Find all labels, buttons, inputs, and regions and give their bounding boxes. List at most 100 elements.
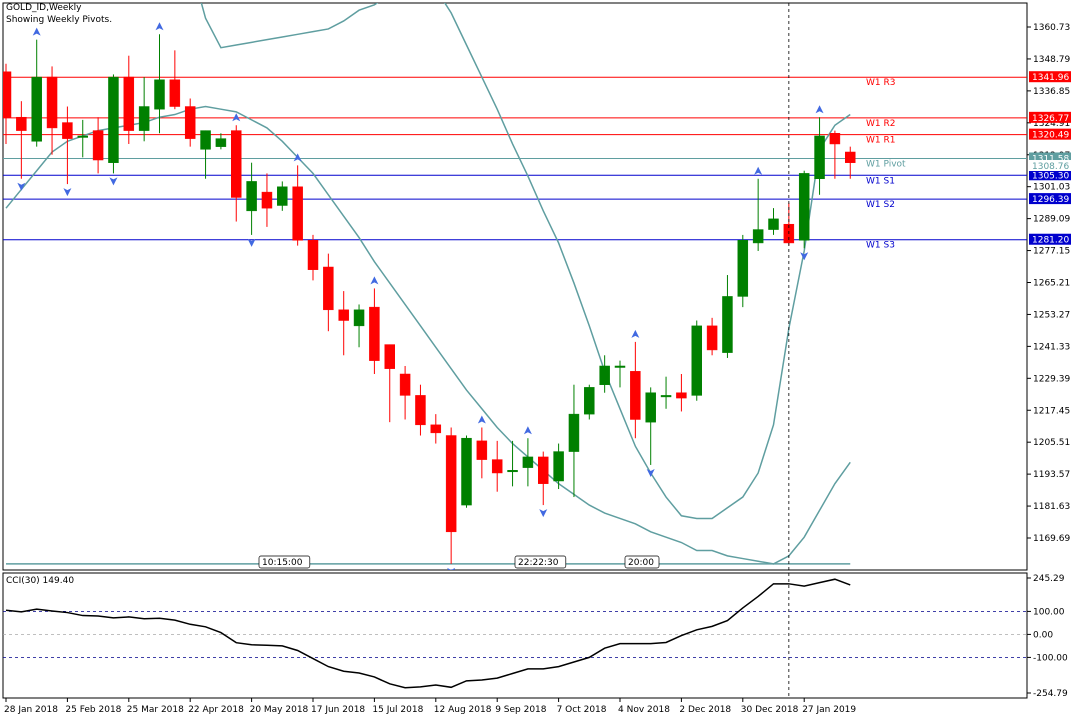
candle-body <box>568 413 580 452</box>
y-tick-label: 1217.45 <box>1033 406 1070 416</box>
fractal-down-arrow <box>63 188 72 197</box>
fractal-down-arrow <box>800 252 809 261</box>
pivot-label: W1 S1 <box>866 176 895 186</box>
cci-tick-label: -100.00 <box>1033 653 1068 663</box>
candle-body <box>184 106 196 139</box>
price-tag-label: 1296.39 <box>1032 195 1069 205</box>
y-tick-label: 1193.57 <box>1033 470 1070 480</box>
candle-body <box>62 122 73 139</box>
fractal-down-arrow <box>539 509 548 518</box>
price-tag-label: 1341.96 <box>1032 73 1069 83</box>
y-tick-label: 1265.21 <box>1033 279 1070 289</box>
x-tick-label: 20 May 2018 <box>250 705 309 715</box>
indicator-label: CCI(30) 149.40 <box>6 576 75 586</box>
time-marker-label: 22:22:30 <box>518 558 559 568</box>
y-tick-label: 1289.09 <box>1033 215 1070 225</box>
candle-body <box>246 181 257 212</box>
price-tag-label: 1308.76 <box>1032 162 1069 172</box>
fractal-up-arrow <box>370 276 379 285</box>
chart-subtitle: Showing Weekly Pivots. <box>6 15 113 25</box>
price-tag-box <box>1029 128 1071 140</box>
x-tick-label: 30 Dec 2018 <box>741 705 799 715</box>
y-tick-label: 1348.79 <box>1033 55 1070 65</box>
candle-body <box>307 240 319 270</box>
cci-tick-label: -254.79 <box>1033 689 1068 699</box>
candle-body <box>108 76 119 163</box>
x-tick-label: 28 Jan 2018 <box>4 705 58 715</box>
pivot-label: W1 S3 <box>866 241 895 251</box>
price-tag-box <box>1029 160 1071 172</box>
candle-body <box>31 76 42 142</box>
candle-body <box>630 371 641 420</box>
candle-body <box>92 130 104 161</box>
candle-body <box>476 440 488 460</box>
cci-tick-label: 0.00 <box>1033 630 1053 640</box>
candle-body <box>169 79 181 107</box>
candle-body <box>553 451 564 482</box>
candle-body <box>706 325 718 351</box>
candle-body <box>323 266 334 311</box>
cci-tick-label: 100.00 <box>1033 607 1065 617</box>
fractal-down-arrow <box>109 177 118 186</box>
pivot-label: W1 Pivot <box>866 159 906 169</box>
x-tick-label: 2 Dec 2018 <box>679 705 731 715</box>
chart-symbol-title: GOLD_ID,Weekly <box>6 3 82 13</box>
main-plot-frame <box>2 2 1028 571</box>
y-tick-label: 1169.69 <box>1033 534 1070 544</box>
candle-body <box>814 135 825 179</box>
candle-body <box>77 135 88 138</box>
price-tag-label: 1305.30 <box>1032 171 1069 181</box>
candle-body <box>538 456 549 484</box>
candle-body <box>154 79 165 110</box>
time-marker-box <box>258 555 311 569</box>
y-tick-label: 1277.15 <box>1033 247 1070 257</box>
price-tag-box <box>1029 152 1071 164</box>
x-tick-label: 27 Jan 2019 <box>802 705 856 715</box>
pivot-label: W1 R1 <box>866 136 895 146</box>
candle-body <box>46 76 58 129</box>
candle-body <box>261 191 273 209</box>
candle-body <box>3 71 12 118</box>
time-marker-label: 20:00 <box>628 558 654 568</box>
candle-body <box>338 309 349 321</box>
time-marker-box <box>624 555 660 569</box>
pivot-label: W1 R2 <box>866 119 895 129</box>
candle-body <box>599 365 610 385</box>
candle-body <box>737 240 749 297</box>
candle-body <box>752 229 764 244</box>
cci-line <box>5 578 851 689</box>
y-tick-label: 1301.03 <box>1033 183 1070 193</box>
candle-body <box>461 437 472 506</box>
time-marker-label: 10:15:00 <box>262 558 303 568</box>
candle-body <box>369 306 380 361</box>
fractal-down-arrow <box>447 567 456 570</box>
fractal-down-arrow <box>247 238 256 247</box>
fractal-up-arrow <box>32 27 41 36</box>
x-tick-label: 22 Apr 2018 <box>188 705 244 715</box>
candle-body <box>829 133 841 145</box>
x-tick-label: 4 Nov 2018 <box>618 705 670 715</box>
candle-body <box>231 130 242 198</box>
candle-body <box>768 218 779 230</box>
price-tag-box <box>1029 111 1071 123</box>
y-tick-label: 1360.73 <box>1033 23 1070 33</box>
fractal-up-arrow <box>293 153 302 162</box>
candle-body <box>676 392 687 399</box>
candle-body <box>384 344 395 369</box>
candle-body <box>430 424 442 434</box>
candle-body <box>845 151 856 163</box>
candle-body <box>645 392 656 423</box>
candle-body <box>722 296 733 353</box>
y-tick-label: 1241.33 <box>1033 342 1070 352</box>
fractal-up-arrow <box>815 105 824 114</box>
cci-tick-label: 245.29 <box>1033 574 1065 584</box>
x-tick-label: 17 Jun 2018 <box>311 705 365 715</box>
y-tick-label: 1324.91 <box>1033 119 1070 129</box>
fractal-up-arrow <box>232 113 241 122</box>
candle-body <box>522 456 534 468</box>
candle-body <box>660 395 672 398</box>
time-marker-box <box>514 555 567 569</box>
price-tag-box <box>1029 71 1071 83</box>
candle-body <box>491 459 503 474</box>
